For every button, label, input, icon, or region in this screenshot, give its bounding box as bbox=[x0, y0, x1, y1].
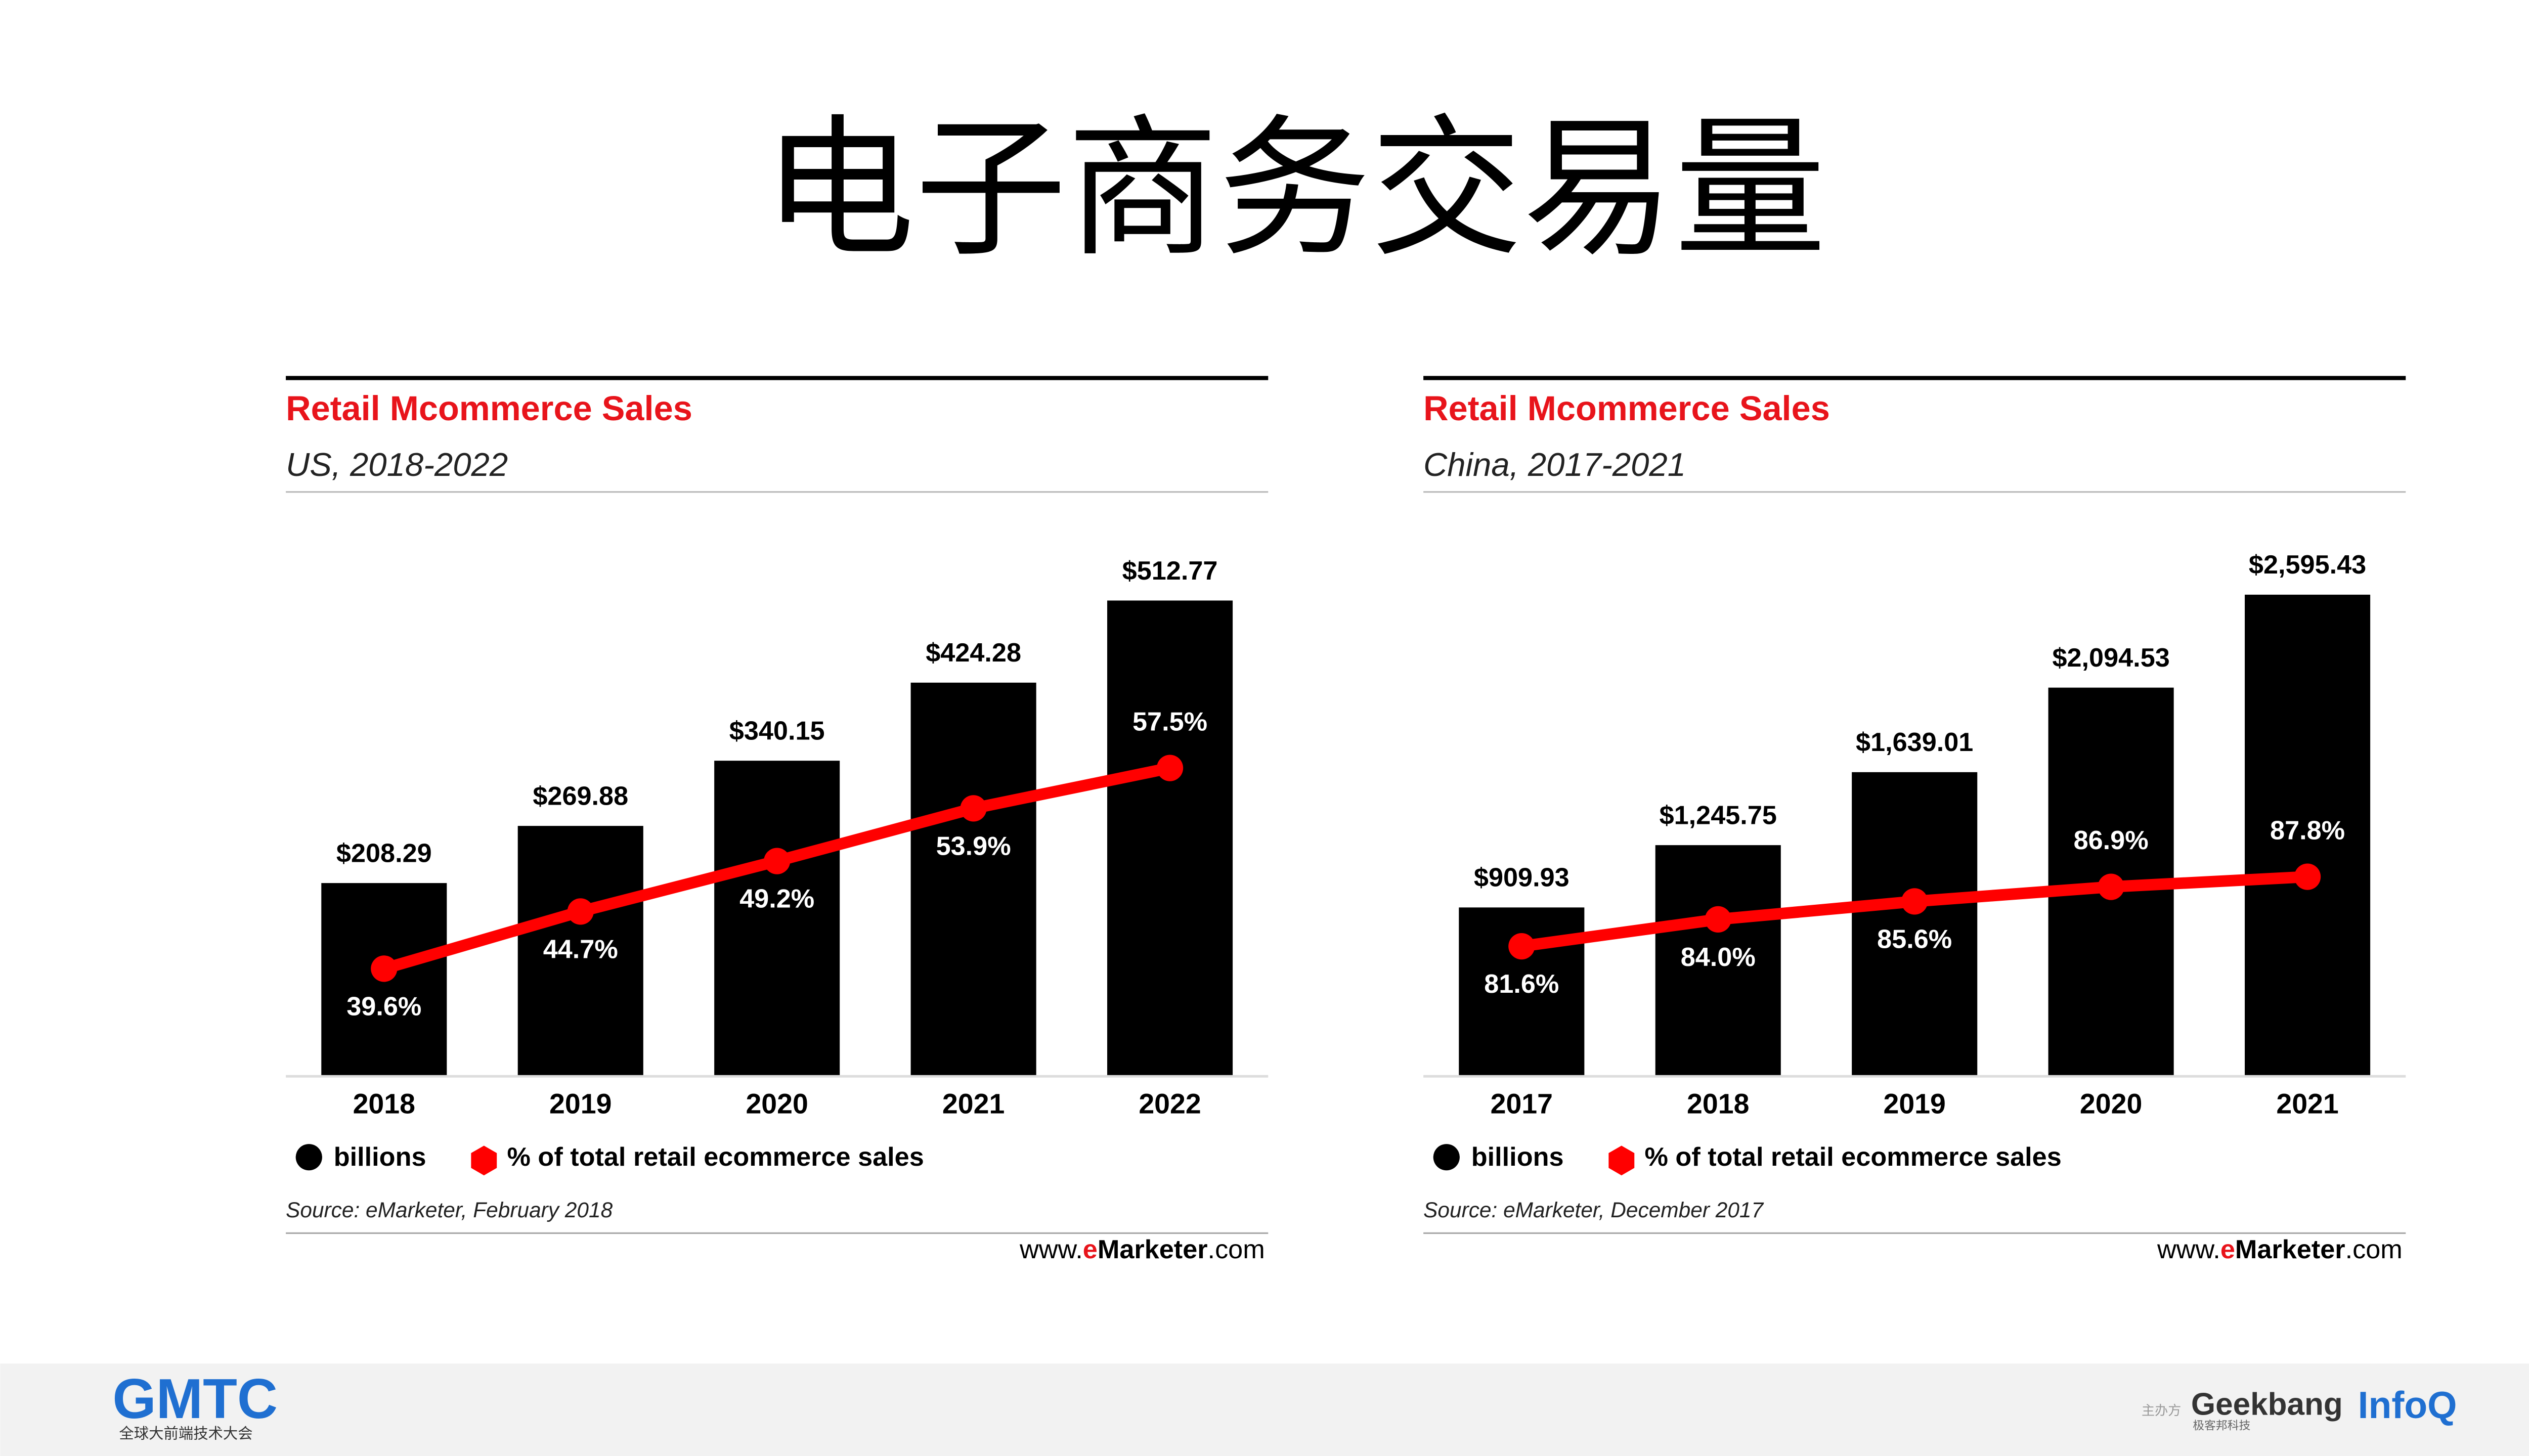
site-part: eMarketer bbox=[2220, 1235, 2345, 1264]
footer-host: 主办方 bbox=[2142, 1403, 2181, 1418]
bar bbox=[1655, 845, 1781, 1077]
legend-swatch bbox=[471, 1145, 497, 1176]
source-note: Source: eMarketer, December 2017 bbox=[1423, 1198, 1764, 1222]
site-part: .com bbox=[1208, 1235, 1265, 1264]
bar-value-label: $1,639.01 bbox=[1856, 728, 1973, 757]
bar-value-label: $340.15 bbox=[729, 716, 825, 745]
bar bbox=[910, 682, 1036, 1077]
share-point bbox=[1705, 906, 1731, 933]
bar-value-label: $1,245.75 bbox=[1660, 801, 1777, 830]
share-point bbox=[1156, 755, 1184, 781]
bar-value-label: $424.28 bbox=[926, 638, 1021, 668]
share-point bbox=[2098, 873, 2124, 900]
x-tick-label: 2021 bbox=[942, 1088, 1005, 1120]
x-tick-label: 2019 bbox=[549, 1088, 612, 1120]
footer-geekbang-sub: 极客邦科技 bbox=[2193, 1419, 2250, 1432]
share-point bbox=[1901, 888, 1928, 915]
legend-label: % of total retail ecommerce sales bbox=[1645, 1142, 2062, 1172]
site-highlight: e bbox=[1083, 1235, 1098, 1264]
share-value-label: 44.7% bbox=[543, 935, 618, 964]
share-value-label: 85.6% bbox=[1877, 925, 1952, 954]
x-tick-label: 2018 bbox=[1687, 1088, 1749, 1120]
x-tick-label: 2017 bbox=[1491, 1088, 1553, 1120]
bar-value-label: $2,595.43 bbox=[2249, 550, 2366, 580]
footer-infoq: InfoQ bbox=[2358, 1384, 2457, 1426]
bar bbox=[1107, 600, 1233, 1077]
site-part: www. bbox=[2157, 1235, 2220, 1264]
x-tick-label: 2019 bbox=[1883, 1088, 1945, 1120]
bar-value-label: $269.88 bbox=[533, 781, 628, 811]
site-part: eMarketer bbox=[1083, 1235, 1208, 1264]
chart-title: Retail Mcommerce Sales bbox=[286, 389, 692, 428]
chart-subtitle: US, 2018-2022 bbox=[286, 446, 508, 483]
site-part: www. bbox=[1019, 1235, 1083, 1264]
share-point bbox=[764, 848, 791, 874]
bar-value-label: $208.29 bbox=[336, 839, 432, 868]
share-value-label: 86.9% bbox=[2074, 826, 2149, 855]
bar-value-label: $2,094.53 bbox=[2052, 643, 2169, 673]
bar bbox=[2245, 594, 2371, 1077]
chart-title: Retail Mcommerce Sales bbox=[1423, 389, 1830, 428]
footer-band bbox=[0, 1363, 2529, 1456]
footer-logo-sub: 全球大前端技术大会 bbox=[119, 1425, 252, 1442]
legend-swatch bbox=[1608, 1145, 1635, 1176]
x-tick-label: 2018 bbox=[353, 1088, 415, 1120]
share-point bbox=[371, 955, 398, 982]
bar bbox=[1852, 772, 1978, 1077]
share-value-label: 84.0% bbox=[1681, 943, 1756, 972]
share-point bbox=[1508, 933, 1535, 960]
share-value-label: 57.5% bbox=[1132, 707, 1207, 736]
site-label: www.eMarketer.com bbox=[2157, 1235, 2403, 1264]
x-tick-label: 2021 bbox=[2276, 1088, 2338, 1120]
share-value-label: 87.8% bbox=[2270, 816, 2345, 845]
x-tick-label: 2022 bbox=[1139, 1088, 1201, 1120]
chart-subtitle: China, 2017-2021 bbox=[1423, 446, 1686, 483]
bar bbox=[517, 826, 643, 1077]
slide-title: 电子商务交易量 bbox=[763, 104, 1826, 274]
share-value-label: 53.9% bbox=[936, 832, 1011, 861]
share-value-label: 39.6% bbox=[346, 992, 421, 1022]
share-value-label: 49.2% bbox=[739, 885, 814, 914]
share-point bbox=[567, 898, 594, 925]
x-tick-label: 2020 bbox=[2080, 1088, 2142, 1120]
bar-value-label: $909.93 bbox=[1474, 863, 1569, 893]
legend-swatch bbox=[295, 1144, 322, 1171]
source-note: Source: eMarketer, February 2018 bbox=[286, 1198, 613, 1222]
bar bbox=[714, 761, 840, 1077]
x-tick-label: 2020 bbox=[746, 1088, 808, 1120]
share-point bbox=[960, 795, 987, 822]
share-value-label: 81.6% bbox=[1484, 969, 1559, 999]
share-point bbox=[2294, 863, 2321, 890]
legend-swatch bbox=[1433, 1144, 1460, 1171]
footer-logo: GMTC bbox=[112, 1367, 278, 1430]
site-highlight: e bbox=[2220, 1235, 2235, 1264]
site-part: .com bbox=[2345, 1235, 2403, 1264]
footer-geekbang: Geekbang bbox=[2191, 1387, 2343, 1422]
legend-label: billions bbox=[334, 1142, 426, 1172]
bar-value-label: $512.77 bbox=[1122, 556, 1218, 586]
legend-label: % of total retail ecommerce sales bbox=[507, 1142, 924, 1172]
legend-label: billions bbox=[1471, 1142, 1564, 1172]
site-label: www.eMarketer.com bbox=[1019, 1235, 1265, 1264]
